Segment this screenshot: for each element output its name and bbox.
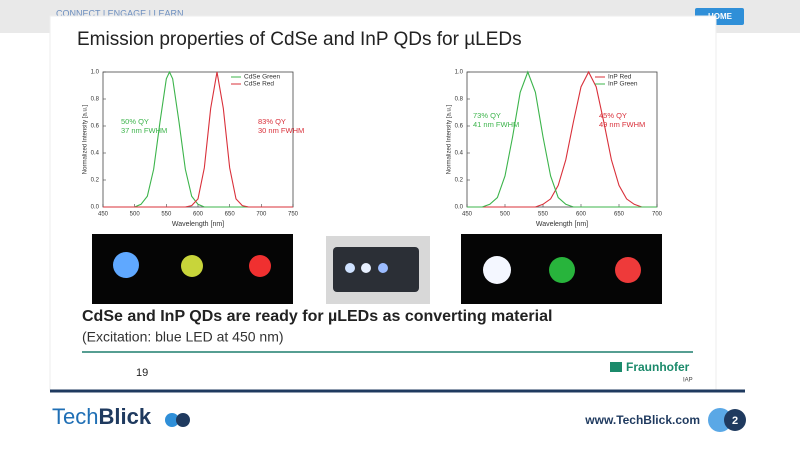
nav[interactable]: CONNECT | ENGAGE | LEARN	[56, 8, 184, 18]
green-dot	[549, 257, 575, 283]
page-number: 19	[136, 367, 148, 379]
white-dot	[483, 256, 511, 284]
y-tick-label: 0.0	[455, 205, 464, 211]
x-tick-label: 650	[614, 212, 625, 218]
led	[361, 263, 371, 273]
legend-label: InP Green	[608, 81, 638, 88]
series-line	[467, 70, 657, 208]
annotation: 37 nm FWHM	[121, 126, 167, 135]
x-tick-label: 700	[652, 212, 663, 218]
y-tick-label: 1.0	[455, 70, 464, 76]
legend-label: CdSe Green	[244, 74, 281, 81]
x-axis-label: Wavelength [nm]	[536, 221, 588, 228]
x-tick-label: 450	[98, 212, 109, 218]
x-axis-label: Wavelength [nm]	[172, 221, 224, 228]
y-tick-label: 0.0	[91, 205, 100, 211]
y-axis-label: Normalized Intensity [a.u.]	[83, 104, 89, 174]
logo: Fraunhofer	[626, 360, 690, 374]
url[interactable]: www.TechBlick.com	[584, 413, 700, 427]
series-line	[467, 70, 657, 208]
y-tick-label: 1.0	[91, 70, 100, 76]
slide	[50, 16, 716, 390]
led	[378, 263, 388, 273]
y-tick-label: 0.2	[91, 178, 100, 184]
annotation: 73% QY	[473, 111, 501, 120]
brand-dot	[165, 413, 179, 427]
device	[333, 247, 419, 292]
y-tick-label: 0.4	[91, 151, 100, 157]
x-tick-label: 500	[500, 212, 511, 218]
annotation: 30 nm FWHM	[258, 126, 304, 135]
home-label[interactable]: HOME	[708, 12, 733, 21]
annotation: 83% QY	[258, 117, 286, 126]
annotation: 41 nm FWHM	[473, 120, 519, 129]
conclusion: CdSe and InP QDs are ready for µLEDs as …	[82, 308, 552, 325]
page-badge	[724, 409, 746, 431]
logo-sub: IAP	[683, 378, 693, 384]
y-tick-label: 0.8	[455, 97, 464, 103]
red-dot	[615, 257, 641, 283]
logo-mark	[610, 362, 622, 372]
annotation: 50% QY	[121, 117, 149, 126]
y-tick-label: 0.8	[91, 97, 100, 103]
annotation: 49 nm FWHM	[599, 120, 645, 129]
slide-title: Emission properties of CdSe and InP QDs …	[77, 29, 522, 50]
y-tick-label: 0.6	[91, 124, 100, 130]
x-tick-label: 700	[256, 212, 267, 218]
series-line	[103, 71, 293, 208]
plot-frame	[466, 71, 658, 208]
legend-label: InP Red	[608, 74, 632, 81]
brand-tech: Tech	[52, 404, 98, 429]
x-tick-label: 550	[161, 212, 172, 218]
photo-right	[461, 234, 662, 304]
photo-middle	[326, 236, 430, 304]
page-badge-label: 2	[732, 415, 738, 427]
y-tick-label: 0.6	[455, 124, 464, 130]
y-tick-label: 0.2	[455, 178, 464, 184]
x-tick-label: 600	[576, 212, 587, 218]
brand-blick: Blick	[98, 404, 151, 429]
red-dot	[249, 255, 271, 277]
x-tick-label: 650	[225, 212, 236, 218]
x-tick-label: 500	[130, 212, 141, 218]
photo-left	[92, 234, 293, 304]
legend-label: CdSe Red	[244, 81, 274, 88]
x-tick-label: 550	[538, 212, 549, 218]
yellow-dot	[181, 255, 203, 277]
blue-dot	[113, 252, 139, 278]
brand-dot	[176, 413, 190, 427]
x-tick-label: 450	[462, 212, 473, 218]
y-tick-label: 0.4	[455, 151, 464, 157]
y-axis-label: Normalized Intensity [a.u.]	[447, 104, 453, 174]
annotation: 45% QY	[599, 111, 627, 120]
x-tick-label: 750	[288, 212, 299, 218]
led	[345, 263, 355, 273]
brand: TechBlick	[52, 404, 152, 429]
excitation: (Excitation: blue LED at 450 nm)	[82, 329, 284, 345]
x-tick-label: 600	[193, 212, 204, 218]
